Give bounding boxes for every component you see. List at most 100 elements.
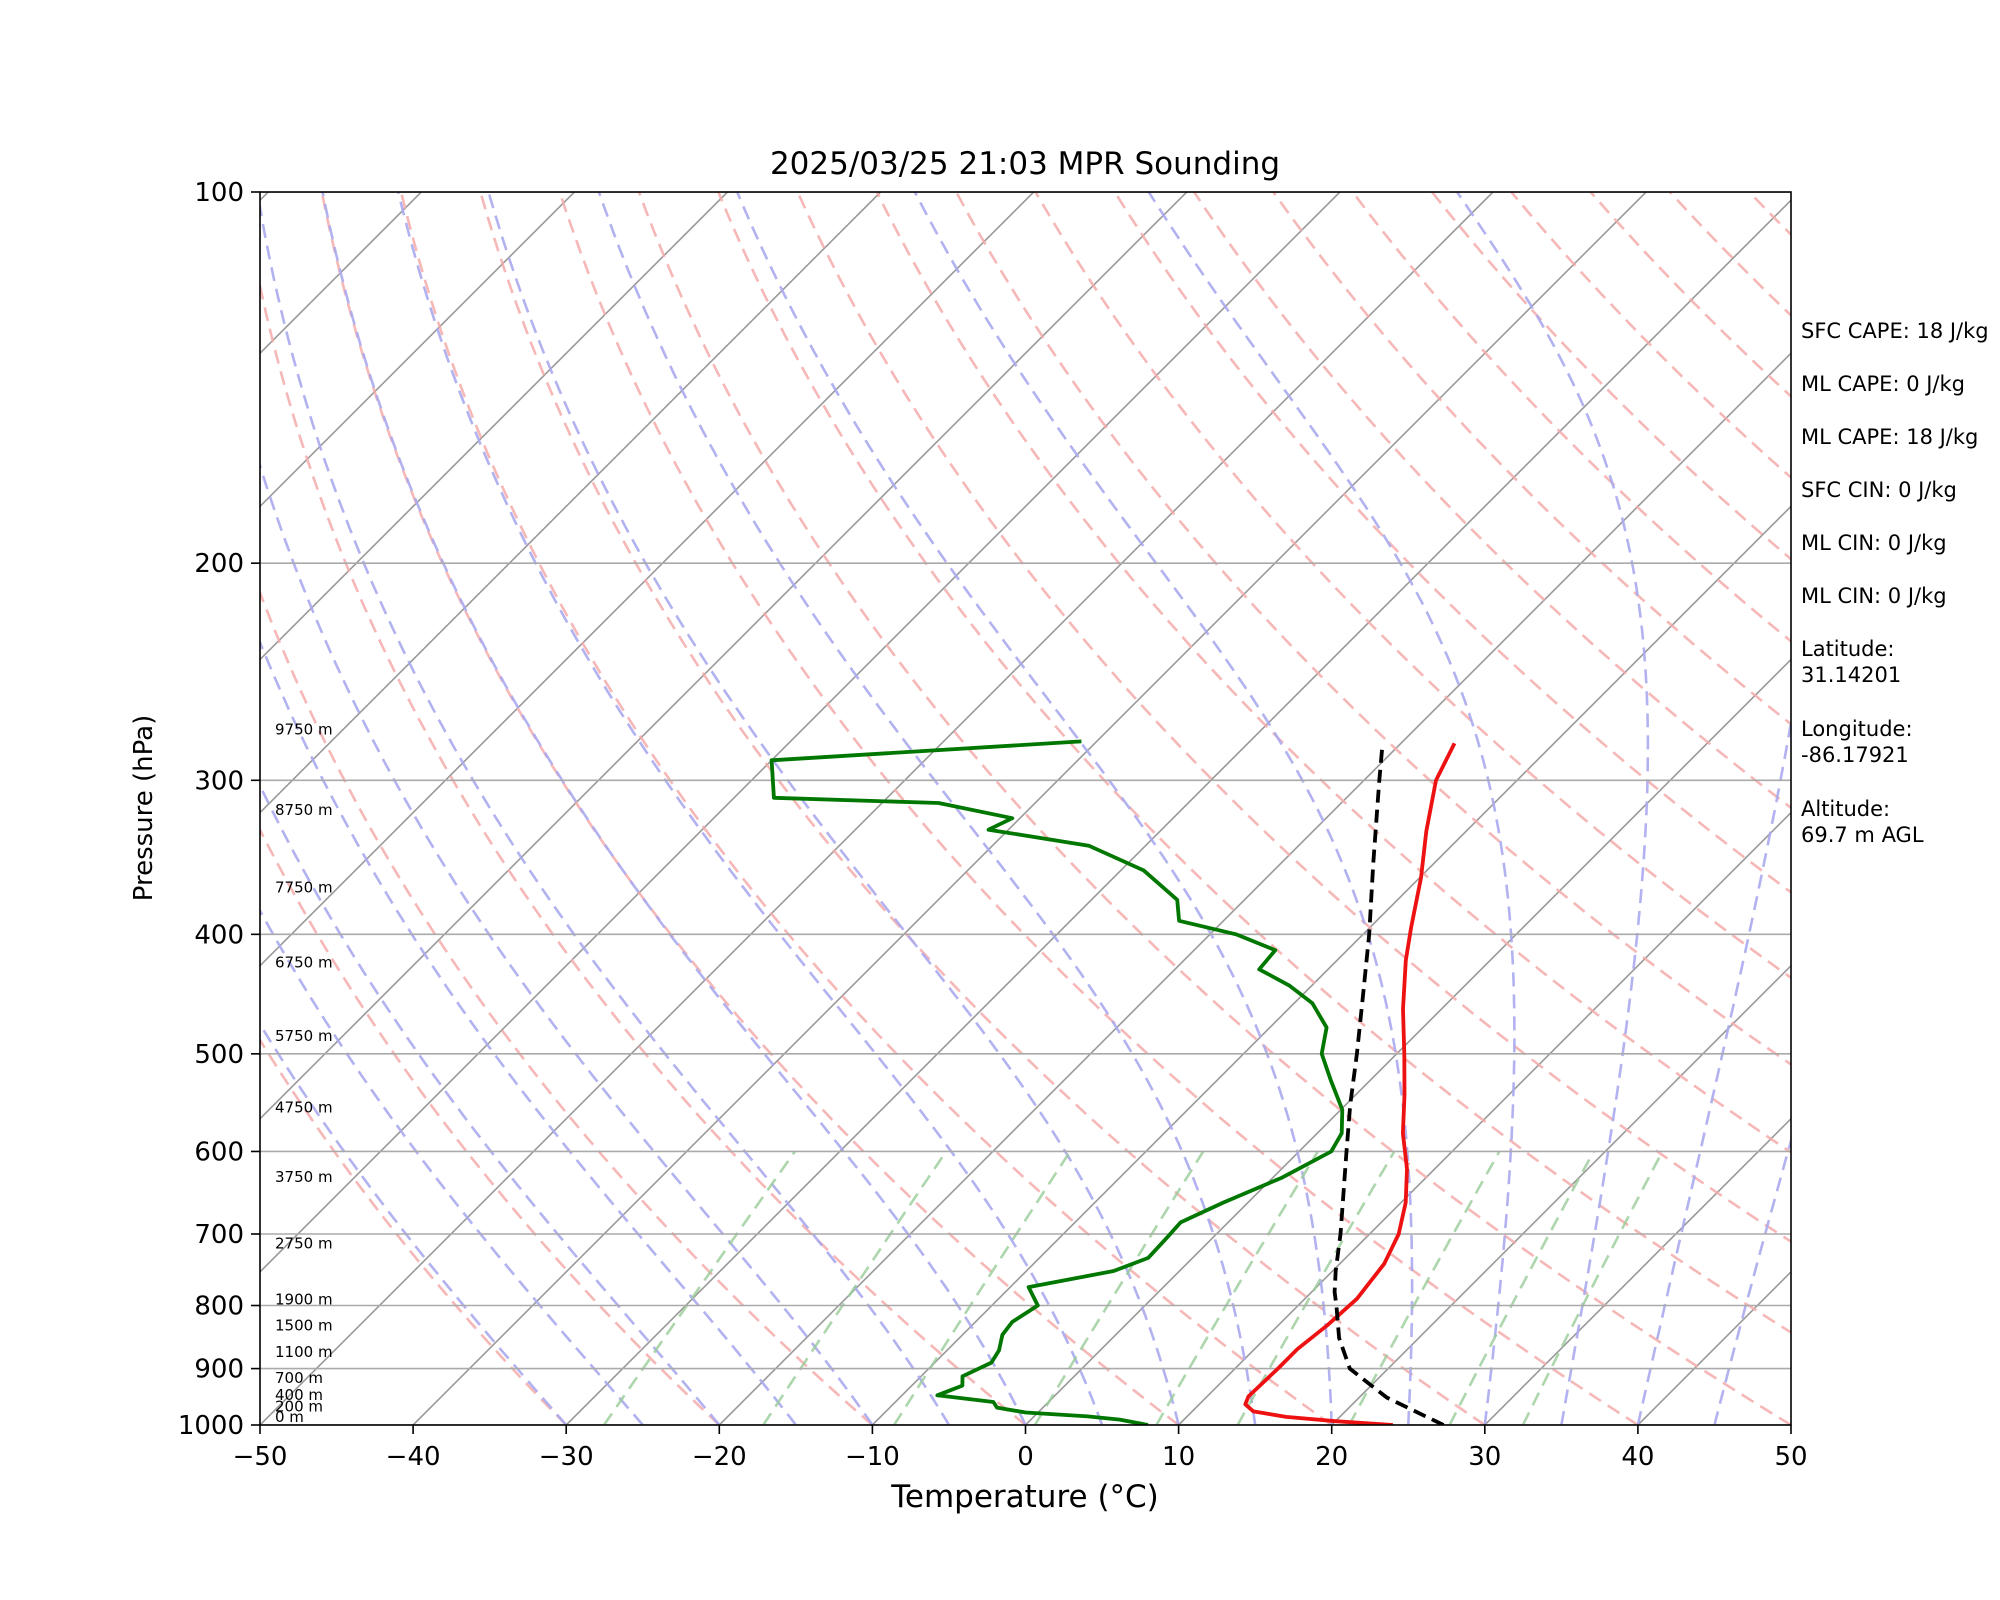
- moist-adiabat-line: [913, 192, 1414, 1425]
- isotherm-line: [565, 199, 1791, 1425]
- dry-adiabat-line: [260, 1037, 568, 1425]
- mixing-ratio-line: [1448, 1150, 1595, 1425]
- y-tick-label: 400: [194, 920, 244, 950]
- info-label: SFC CAPE: 18 J/kg: [1801, 319, 1989, 343]
- height-label: 200 m: [275, 1398, 323, 1416]
- height-label: 3750 m: [275, 1168, 333, 1186]
- info-label: Altitude:: [1801, 797, 1891, 821]
- mixing-ratio-line: [1033, 1150, 1205, 1425]
- y-axis-title: Pressure (hPa): [129, 715, 159, 902]
- info-item: Altitude: 69.7 m AGL: [1801, 796, 1924, 848]
- moist-adiabat-line: [260, 908, 644, 1425]
- y-tick-label: 700: [194, 1220, 244, 1250]
- height-label: 5750 m: [275, 1027, 333, 1045]
- info-item: Longitude: -86.17921: [1801, 716, 1913, 768]
- x-tick-label: −30: [539, 1442, 594, 1472]
- x-tick-label: −50: [233, 1442, 288, 1472]
- info-label: ML CIN: 0 J/kg: [1801, 584, 1947, 608]
- height-label: 400 m: [275, 1386, 323, 1404]
- x-tick-label: 30: [1468, 1442, 1501, 1472]
- dry-adiabat-line: [955, 192, 1791, 1067]
- dewpoint-profile: [769, 739, 1345, 1425]
- info-item: ML CAPE: 0 J/kg: [1801, 371, 1965, 397]
- dry-adiabat-line: [399, 192, 1333, 1425]
- info-label: Longitude:: [1801, 717, 1913, 741]
- info-label: ML CIN: 0 J/kg: [1801, 531, 1947, 555]
- isotherm-line: [260, 192, 1035, 967]
- info-value: 31.14201: [1801, 663, 1902, 687]
- height-label: 1500 m: [275, 1317, 333, 1335]
- x-tick-label: 40: [1621, 1442, 1654, 1472]
- moist-adiabat-line: [487, 192, 1180, 1425]
- isotherm-line: [1331, 964, 1791, 1425]
- mixing-ratio-line: [1521, 1150, 1664, 1425]
- dry-adiabat-line: [260, 280, 1027, 1425]
- dry-adiabat-line: [637, 192, 1791, 1425]
- isotherm-line: [260, 192, 1188, 1120]
- moist-adiabat-line: [321, 192, 1027, 1425]
- info-item: Latitude: 31.14201: [1801, 636, 1901, 688]
- isotherm-line: [260, 192, 1341, 1274]
- isotherm-line: [260, 192, 575, 508]
- info-label: Latitude:: [1801, 637, 1895, 661]
- x-tick-label: 20: [1315, 1442, 1348, 1472]
- moist-adiabat-line: [260, 1021, 568, 1425]
- height-label: 1900 m: [275, 1291, 333, 1309]
- isotherm-line: [871, 505, 1791, 1425]
- x-tick-label: 10: [1162, 1442, 1195, 1472]
- y-tick-label: 800: [194, 1292, 244, 1322]
- moist-adiabat-line: [1636, 715, 1791, 1425]
- x-axis-ticks: −50 −40 −30 −20 −10 0 10 20 30 40 50: [233, 1425, 1808, 1472]
- height-label: 1100 m: [275, 1343, 333, 1361]
- height-label: 7750 m: [275, 878, 333, 896]
- moist-adiabat-line: [1456, 192, 1650, 1425]
- dry-adiabat-line: [1113, 192, 1791, 894]
- pressure-gridlines: [260, 192, 1791, 1425]
- info-label: SFC CIN: 0 J/kg: [1801, 478, 1957, 502]
- isotherm-line: [718, 352, 1791, 1425]
- x-tick-label: −10: [845, 1442, 900, 1472]
- y-tick-label: 600: [194, 1137, 244, 1167]
- info-value: 69.7 m AGL: [1801, 823, 1924, 847]
- y-tick-label: 100: [194, 178, 244, 208]
- moist-adiabat-line: [736, 192, 1333, 1425]
- isotherm-line: [1484, 1117, 1791, 1425]
- info-item: SFC CIN: 0 J/kg: [1801, 477, 1957, 503]
- moist-adiabat-line: [260, 461, 874, 1425]
- info-label: ML CAPE: 0 J/kg: [1801, 372, 1966, 396]
- x-tick-label: −20: [692, 1442, 747, 1472]
- x-axis-title: Temperature (°C): [890, 1479, 1159, 1515]
- height-label: 4750 m: [275, 1098, 333, 1116]
- dry-adiabat-line: [717, 192, 1791, 1335]
- parcel-profile: [1332, 743, 1445, 1425]
- info-item: ML CIN: 0 J/kg: [1801, 530, 1947, 556]
- mixing-ratio-line: [893, 1150, 1072, 1425]
- info-label: ML CAPE: 18 J/kg: [1801, 425, 1979, 449]
- temperature-profile: [1243, 742, 1457, 1425]
- mixing-ratio-line: [1155, 1150, 1319, 1425]
- moist-adiabat-line: [260, 638, 797, 1425]
- dry-adiabat-line: [260, 589, 874, 1425]
- dry-adiabat-line: [796, 192, 1791, 1244]
- sounding-profiles: [769, 739, 1457, 1425]
- y-tick-label: 300: [194, 766, 244, 796]
- dry-adiabat-line: [479, 192, 1486, 1425]
- isotherm-line: [0, 192, 115, 1425]
- mixing-ratio-line: [762, 1150, 948, 1425]
- moist-adiabat-line: [397, 192, 1104, 1425]
- chart-title: 2025/03/25 21:03 MPR Sounding: [770, 146, 1280, 182]
- y-tick-label: 200: [194, 549, 244, 579]
- height-label: 2750 m: [275, 1234, 333, 1252]
- isotherm-line: [412, 192, 1647, 1425]
- moist-adiabat-line: [260, 782, 721, 1425]
- isotherm-line: [260, 192, 729, 661]
- x-tick-label: 50: [1774, 1442, 1807, 1472]
- isotherm-line: [1178, 811, 1791, 1425]
- isotherm-line: [260, 192, 1494, 1425]
- info-item: ML CAPE: 18 J/kg: [1801, 424, 1978, 450]
- isotherm-line: [260, 192, 882, 814]
- info-item: SFC CAPE: 18 J/kg: [1801, 318, 1989, 344]
- mixing-ratio-line: [1348, 1150, 1501, 1425]
